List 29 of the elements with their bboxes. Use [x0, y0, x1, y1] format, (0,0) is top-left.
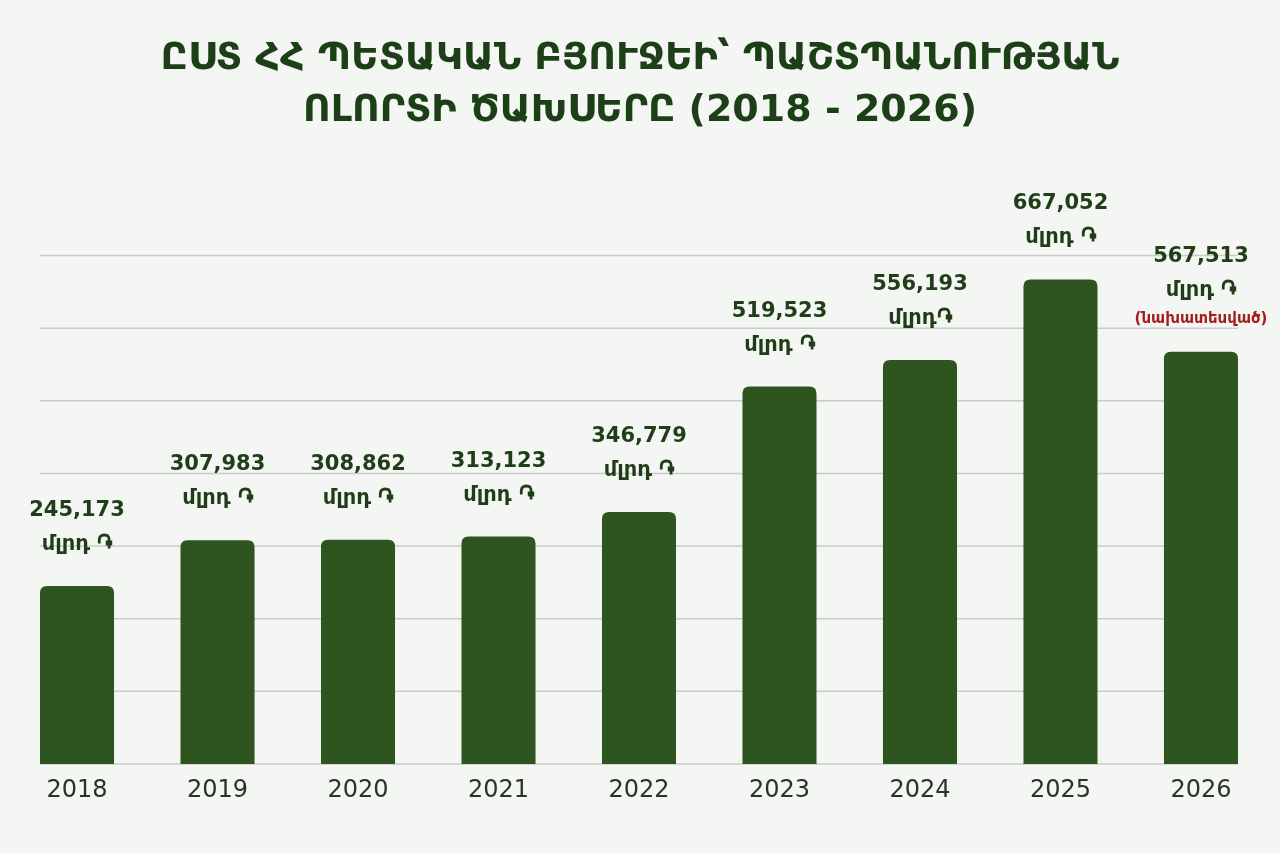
- annotation: (նախատեսված): [1134, 308, 1268, 327]
- data-label: 519,523 մլրդ ֏: [731, 297, 828, 356]
- data-label: 556,193 մլրդ֏: [872, 270, 968, 329]
- x-tick-label: 2020: [327, 775, 389, 803]
- chart-title: ԸՍՏ ՀՀ ՊԵՏԱԿԱՆ ԲՅՈՒՋԵԻ՝ ՊԱՇՏՊԱՆՈՒԹՅԱՆ ՈԼՈՐՏԻ ԾԱԽՍԵՐԸ (2018 - 2026): [160, 34, 1120, 130]
- x-tick-label: 2018: [46, 775, 108, 803]
- data-label: 346,779 մլրդ ֏: [591, 423, 687, 482]
- x-tick-label: 2022: [608, 775, 670, 803]
- bar: [601, 512, 677, 764]
- x-tick-label: 2025: [1029, 775, 1092, 803]
- bar: [320, 539, 396, 764]
- bar: [40, 585, 115, 764]
- bar: [1163, 351, 1238, 764]
- x-tick-label: 2023: [748, 775, 811, 803]
- bar: [742, 386, 817, 764]
- data-label: 245,173 մլրդ ֏: [29, 496, 125, 555]
- data-label: 313,123 մլրդ ֏: [450, 447, 547, 506]
- bar: [1023, 279, 1098, 764]
- data-label: 307,983 մլրդ ֏: [169, 451, 266, 510]
- x-tick-label: 2019: [186, 775, 249, 803]
- data-label: 308,862 մլրդ ֏: [310, 450, 406, 509]
- x-tick-label: 2024: [889, 775, 951, 803]
- x-tick-label: 2026: [1170, 775, 1232, 803]
- bar: [461, 536, 536, 764]
- data-label: 667,052 մլրդ ֏: [1012, 190, 1109, 249]
- data-label: 567,513 մլրդ ֏: [1153, 242, 1249, 301]
- x-tick-label: 2021: [467, 775, 530, 803]
- bar: [180, 540, 255, 764]
- bar: [882, 359, 958, 764]
